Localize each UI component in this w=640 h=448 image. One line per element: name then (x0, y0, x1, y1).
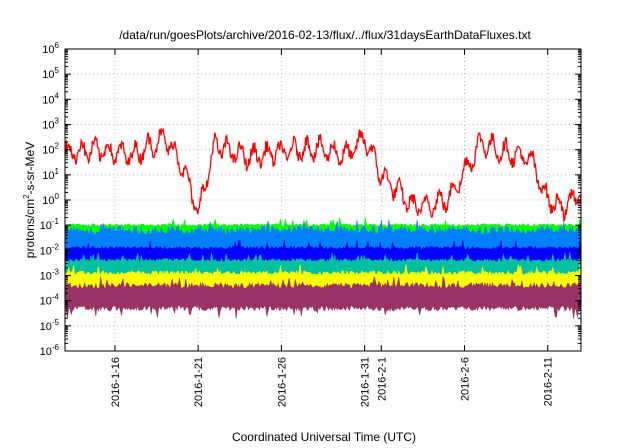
y-axis-label: protons/cm2-s-sr-MeV (22, 142, 37, 258)
y-tick-label: 10-3 (40, 268, 60, 283)
x-tick-label: 2016-1-16 (110, 357, 122, 407)
y-tick-label: 10-1 (40, 217, 60, 232)
y-tick-label: 106 (42, 41, 59, 56)
y-tick-label: 100 (42, 192, 59, 207)
x-axis-label: Coordinated Universal Time (UTC) (232, 430, 416, 444)
x-tick-label: 2016-2-6 (459, 357, 471, 401)
x-tick-label: 2016-1-26 (276, 357, 288, 407)
series-line-0 (64, 127, 582, 223)
ticks: 10-6 10-5 10-4 10-3 10-2 10-1 100 101 102 103 104 1… (40, 41, 581, 407)
y-tick-label: 104 (42, 91, 59, 106)
y-tick-label: 10-6 (40, 343, 60, 358)
x-tick-label: 2016-2-1 (376, 357, 388, 401)
y-tick-label: 102 (42, 142, 59, 157)
x-tick-label: 2016-1-21 (193, 357, 205, 407)
y-tick-label: 10-2 (40, 242, 60, 257)
y-tick-label: 103 (42, 117, 59, 132)
chart-title: /data/run/goesPlots/archive/2016-02-13/f… (119, 28, 531, 42)
y-tick-label: 105 (42, 66, 59, 81)
x-tick-label: 2016-1-31 (360, 357, 372, 407)
y-tick-label: 10-4 (40, 293, 60, 308)
y-tick-label: 101 (42, 167, 59, 182)
series-layer (64, 127, 582, 319)
y-tick-label: 10-5 (40, 318, 60, 333)
x-tick-label: 2016-2-11 (543, 357, 555, 406)
